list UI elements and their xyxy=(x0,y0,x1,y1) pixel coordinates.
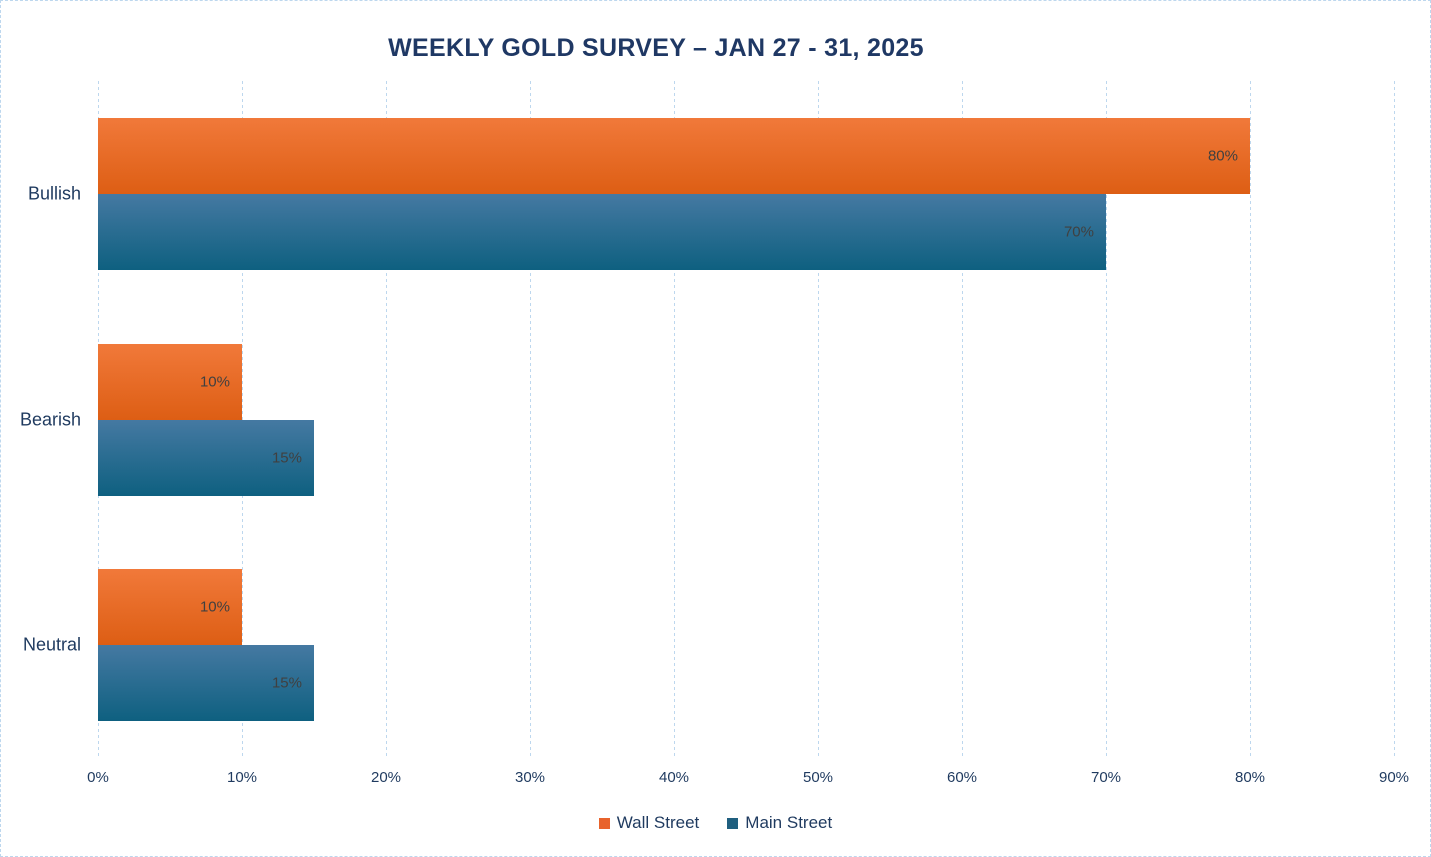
bar-wall-street-bearish: 10% xyxy=(98,343,242,420)
gridline-20% xyxy=(386,81,387,758)
x-axis-tick-60%: 60% xyxy=(946,769,978,786)
gridline-70% xyxy=(1106,81,1107,758)
bar-main-street-bearish: 15% xyxy=(98,419,314,496)
chart-title: WEEKLY GOLD SURVEY – JAN 27 - 31, 2025 xyxy=(388,34,924,62)
bar-wall-street-bullish: 80% xyxy=(98,117,1250,194)
y-axis-label-neutral: Neutral xyxy=(22,634,81,655)
bar-main-street-neutral: 15% xyxy=(98,645,314,722)
gridline-40% xyxy=(674,81,675,758)
gridline-80% xyxy=(1250,81,1251,758)
gridline-60% xyxy=(962,81,963,758)
plot-area: 80% 70% 10% 15% 10% 15% xyxy=(98,81,1395,758)
legend-label: Wall Street xyxy=(616,813,700,832)
legend: Wall Street Main Street xyxy=(1,813,1430,833)
y-axis-label-bearish: Bearish xyxy=(19,409,81,429)
legend-item-main-street: Main Street xyxy=(727,813,832,833)
data-label: 15% xyxy=(271,674,302,692)
bar-wall-street-neutral: 10% xyxy=(98,569,242,646)
bar-main-street-bullish: 70% xyxy=(98,193,1106,270)
gridline-50% xyxy=(818,81,819,758)
legend-swatch-icon xyxy=(727,817,739,829)
x-axis-tick-80%: 80% xyxy=(1234,769,1266,786)
x-axis-tick-0%: 0% xyxy=(87,769,109,786)
legend-label: Main Street xyxy=(745,813,833,832)
data-label: 80% xyxy=(1207,147,1238,165)
x-axis-tick-30%: 30% xyxy=(514,769,546,786)
x-axis-tick-40%: 40% xyxy=(658,769,690,786)
gridline-90% xyxy=(1394,81,1395,758)
data-label: 10% xyxy=(199,598,230,616)
y-axis-label-bullish: Bullish xyxy=(27,183,81,204)
data-label: 70% xyxy=(1063,223,1094,241)
data-label: 10% xyxy=(199,373,230,390)
x-axis-tick-20%: 20% xyxy=(370,769,402,786)
x-axis-tick-50%: 50% xyxy=(802,769,834,786)
x-axis-tick-90%: 90% xyxy=(1378,769,1410,786)
x-axis-tick-70%: 70% xyxy=(1090,769,1122,786)
x-axis-tick-10%: 10% xyxy=(226,769,258,786)
legend-item-wall-street: Wall Street xyxy=(598,813,700,833)
data-label: 15% xyxy=(271,449,302,466)
legend-swatch-icon xyxy=(598,817,610,829)
gridline-30% xyxy=(530,81,531,758)
